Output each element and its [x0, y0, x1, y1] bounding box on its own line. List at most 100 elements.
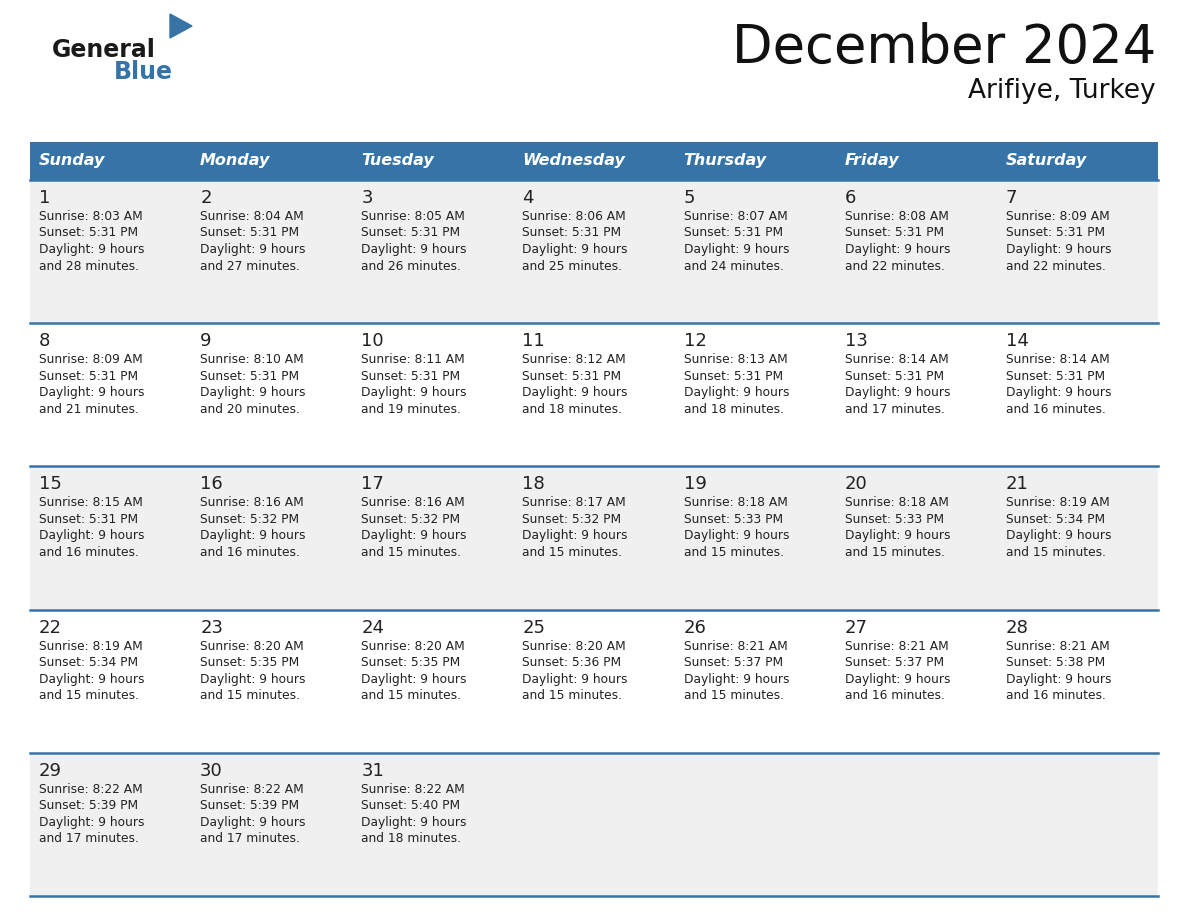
Text: General: General [52, 38, 156, 62]
Text: Daylight: 9 hours: Daylight: 9 hours [200, 673, 305, 686]
Text: Tuesday: Tuesday [361, 153, 434, 169]
Text: Sunset: 5:36 PM: Sunset: 5:36 PM [523, 656, 621, 669]
Text: Daylight: 9 hours: Daylight: 9 hours [523, 243, 628, 256]
Text: Sunrise: 8:20 AM: Sunrise: 8:20 AM [361, 640, 465, 653]
Text: and 15 minutes.: and 15 minutes. [523, 546, 623, 559]
Text: Sunrise: 8:19 AM: Sunrise: 8:19 AM [1006, 497, 1110, 509]
Text: Daylight: 9 hours: Daylight: 9 hours [200, 816, 305, 829]
Text: Daylight: 9 hours: Daylight: 9 hours [845, 673, 950, 686]
Text: and 27 minutes.: and 27 minutes. [200, 260, 301, 273]
Text: and 21 minutes.: and 21 minutes. [39, 403, 139, 416]
Text: 13: 13 [845, 332, 867, 350]
Text: and 25 minutes.: and 25 minutes. [523, 260, 623, 273]
Text: 22: 22 [39, 619, 62, 636]
Bar [997, 142, 1158, 180]
Text: Daylight: 9 hours: Daylight: 9 hours [1006, 386, 1111, 399]
Text: Daylight: 9 hours: Daylight: 9 hours [523, 530, 628, 543]
Text: Friday: Friday [845, 153, 899, 169]
Text: Sunset: 5:39 PM: Sunset: 5:39 PM [200, 800, 299, 812]
Text: Daylight: 9 hours: Daylight: 9 hours [39, 386, 145, 399]
Bar [675, 142, 835, 180]
Text: 25: 25 [523, 619, 545, 636]
Text: Daylight: 9 hours: Daylight: 9 hours [200, 386, 305, 399]
Text: and 16 minutes.: and 16 minutes. [39, 546, 139, 559]
Text: Sunset: 5:31 PM: Sunset: 5:31 PM [683, 227, 783, 240]
Text: Sunrise: 8:16 AM: Sunrise: 8:16 AM [200, 497, 304, 509]
Text: December 2024: December 2024 [732, 22, 1156, 74]
Text: Sunset: 5:31 PM: Sunset: 5:31 PM [39, 227, 138, 240]
Text: Thursday: Thursday [683, 153, 766, 169]
Text: 21: 21 [1006, 476, 1029, 493]
Text: Daylight: 9 hours: Daylight: 9 hours [683, 386, 789, 399]
Text: Blue: Blue [114, 60, 173, 84]
Text: Sunrise: 8:04 AM: Sunrise: 8:04 AM [200, 210, 304, 223]
Text: and 15 minutes.: and 15 minutes. [200, 689, 301, 702]
Text: Sunrise: 8:18 AM: Sunrise: 8:18 AM [683, 497, 788, 509]
Text: 23: 23 [200, 619, 223, 636]
Text: Sunset: 5:31 PM: Sunset: 5:31 PM [1006, 227, 1105, 240]
Text: Sunrise: 8:09 AM: Sunrise: 8:09 AM [1006, 210, 1110, 223]
Text: Sunrise: 8:22 AM: Sunrise: 8:22 AM [361, 783, 465, 796]
Text: 19: 19 [683, 476, 707, 493]
Text: Daylight: 9 hours: Daylight: 9 hours [361, 816, 467, 829]
Text: Sunrise: 8:07 AM: Sunrise: 8:07 AM [683, 210, 788, 223]
Text: Sunrise: 8:06 AM: Sunrise: 8:06 AM [523, 210, 626, 223]
Text: Sunrise: 8:21 AM: Sunrise: 8:21 AM [1006, 640, 1110, 653]
Text: 14: 14 [1006, 332, 1029, 350]
Text: Sunrise: 8:08 AM: Sunrise: 8:08 AM [845, 210, 948, 223]
Bar [513, 142, 675, 180]
Text: Sunset: 5:35 PM: Sunset: 5:35 PM [361, 656, 461, 669]
Text: Sunrise: 8:22 AM: Sunrise: 8:22 AM [200, 783, 304, 796]
Text: and 24 minutes.: and 24 minutes. [683, 260, 783, 273]
Text: Sunrise: 8:15 AM: Sunrise: 8:15 AM [39, 497, 143, 509]
Text: and 16 minutes.: and 16 minutes. [1006, 689, 1106, 702]
Text: 15: 15 [39, 476, 62, 493]
Text: Daylight: 9 hours: Daylight: 9 hours [1006, 530, 1111, 543]
Text: and 15 minutes.: and 15 minutes. [361, 689, 461, 702]
Text: Sunset: 5:31 PM: Sunset: 5:31 PM [523, 370, 621, 383]
Text: Sunset: 5:40 PM: Sunset: 5:40 PM [361, 800, 461, 812]
Text: 16: 16 [200, 476, 223, 493]
Bar [30, 753, 1158, 896]
Text: 30: 30 [200, 762, 223, 779]
Text: and 17 minutes.: and 17 minutes. [39, 833, 139, 845]
Text: Sunset: 5:31 PM: Sunset: 5:31 PM [845, 227, 943, 240]
Text: Daylight: 9 hours: Daylight: 9 hours [845, 530, 950, 543]
Text: Sunrise: 8:14 AM: Sunrise: 8:14 AM [1006, 353, 1110, 366]
Text: Sunset: 5:37 PM: Sunset: 5:37 PM [845, 656, 943, 669]
Text: Sunrise: 8:20 AM: Sunrise: 8:20 AM [523, 640, 626, 653]
Text: Wednesday: Wednesday [523, 153, 625, 169]
Text: Sunset: 5:38 PM: Sunset: 5:38 PM [1006, 656, 1105, 669]
Text: 29: 29 [39, 762, 62, 779]
Text: Sunrise: 8:21 AM: Sunrise: 8:21 AM [845, 640, 948, 653]
Text: Sunset: 5:39 PM: Sunset: 5:39 PM [39, 800, 138, 812]
Text: and 16 minutes.: and 16 minutes. [200, 546, 301, 559]
Text: 26: 26 [683, 619, 707, 636]
Text: and 15 minutes.: and 15 minutes. [39, 689, 139, 702]
Text: Sunset: 5:35 PM: Sunset: 5:35 PM [200, 656, 299, 669]
Text: 8: 8 [39, 332, 50, 350]
Text: Sunrise: 8:17 AM: Sunrise: 8:17 AM [523, 497, 626, 509]
Text: Sunset: 5:34 PM: Sunset: 5:34 PM [1006, 513, 1105, 526]
Bar [30, 323, 1158, 466]
Text: 4: 4 [523, 189, 533, 207]
Text: and 18 minutes.: and 18 minutes. [523, 403, 623, 416]
Text: Sunset: 5:31 PM: Sunset: 5:31 PM [1006, 370, 1105, 383]
Text: Sunset: 5:31 PM: Sunset: 5:31 PM [361, 370, 461, 383]
Text: Sunset: 5:33 PM: Sunset: 5:33 PM [683, 513, 783, 526]
Text: Sunset: 5:31 PM: Sunset: 5:31 PM [200, 227, 299, 240]
Text: and 15 minutes.: and 15 minutes. [1006, 546, 1106, 559]
Text: Daylight: 9 hours: Daylight: 9 hours [523, 673, 628, 686]
Text: Sunrise: 8:21 AM: Sunrise: 8:21 AM [683, 640, 788, 653]
Text: and 20 minutes.: and 20 minutes. [200, 403, 301, 416]
Text: and 17 minutes.: and 17 minutes. [200, 833, 301, 845]
Text: Sunset: 5:37 PM: Sunset: 5:37 PM [683, 656, 783, 669]
Text: Daylight: 9 hours: Daylight: 9 hours [200, 530, 305, 543]
Text: and 16 minutes.: and 16 minutes. [845, 689, 944, 702]
Bar [30, 466, 1158, 610]
Text: Sunset: 5:34 PM: Sunset: 5:34 PM [39, 656, 138, 669]
Text: and 15 minutes.: and 15 minutes. [523, 689, 623, 702]
Text: and 15 minutes.: and 15 minutes. [683, 689, 784, 702]
Text: Daylight: 9 hours: Daylight: 9 hours [361, 243, 467, 256]
Text: and 15 minutes.: and 15 minutes. [845, 546, 944, 559]
